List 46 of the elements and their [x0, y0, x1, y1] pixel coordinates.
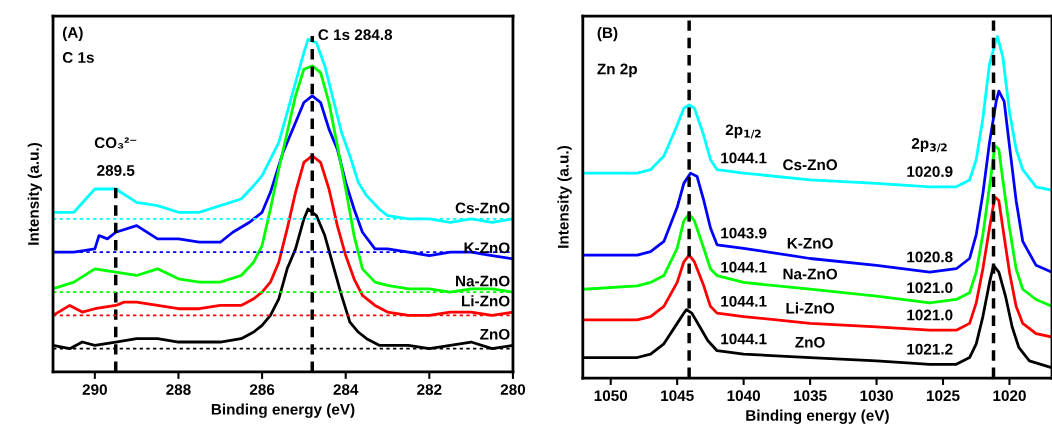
series-label: ZnO [795, 336, 825, 348]
y-axis-title: Intensity (a.u.) [27, 142, 42, 245]
x-axis-title: Binding energy (eV) [211, 403, 355, 418]
series-label: Li-ZnO [786, 302, 835, 314]
series-label: Li-ZnO [461, 295, 510, 307]
annotation: CO₃²⁻ [94, 137, 137, 149]
x-tick-label: 288 [166, 384, 191, 395]
series-label: ZnO [480, 328, 510, 340]
x-tick-label: 290 [82, 384, 107, 395]
annotation: 1044.1 [721, 261, 767, 273]
annotation: C 1s 284.8 [318, 29, 393, 41]
annotation: C 1s [62, 52, 94, 63]
x-tick-label: 1035 [794, 390, 827, 402]
series-label: Na-ZnO [783, 268, 838, 280]
annotation: 2p$_{3/2}$ [911, 138, 947, 153]
annotation: 1021.2 [907, 343, 953, 355]
series-label: Cs-ZnO [455, 202, 510, 214]
series-label: Cs-ZnO [783, 159, 838, 171]
annotation: 1043.9 [721, 227, 767, 239]
x-axis-title: Binding energy (eV) [746, 409, 889, 424]
x-tick-label: 1050 [594, 390, 628, 402]
x-tick-label: 284 [333, 384, 359, 395]
x-tick-label: 1020 [993, 390, 1026, 402]
annotation: 1020.8 [907, 251, 953, 263]
annotation: 2p$_{1/2}$ [725, 124, 761, 139]
x-tick-label: 280 [500, 384, 526, 395]
y-axis-title: Intensity (a.u.) [557, 146, 572, 248]
annotation: (B) [597, 26, 618, 42]
annotation: 289.5 [97, 165, 135, 176]
x-tick-label: 1040 [727, 390, 760, 402]
annotation: (A) [62, 26, 83, 41]
annotation: Zn 2p [597, 63, 637, 78]
annotation: 1020.9 [907, 166, 953, 177]
annotation: 1044.1 [721, 152, 767, 164]
annotation: 1044.1 [721, 333, 767, 345]
x-tick-label: 282 [417, 384, 442, 395]
annotation: 1044.1 [721, 295, 767, 307]
annotation: 1021.0 [907, 309, 953, 321]
x-tick-label: 286 [249, 384, 275, 395]
series-label: K-ZnO [464, 242, 510, 254]
x-tick-label: 1045 [661, 390, 694, 402]
series-label: K-ZnO [787, 237, 833, 249]
annotation: 1021.0 [907, 282, 953, 294]
x-tick-label: 1030 [860, 390, 893, 402]
x-tick-label: 1025 [926, 390, 960, 402]
series-label: Na-ZnO [456, 275, 510, 287]
